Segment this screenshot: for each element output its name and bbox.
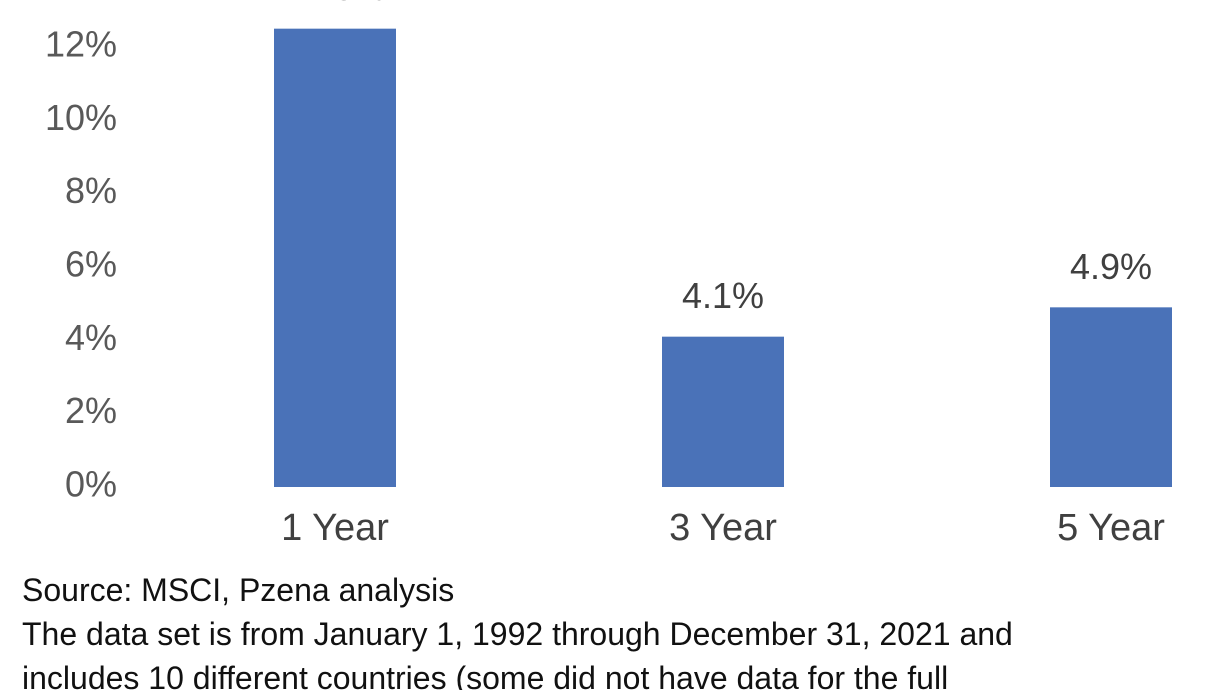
y-tick-label: 6% (65, 244, 117, 285)
footnote: Source: MSCI, Pzena analysis (22, 572, 454, 608)
x-tick-label: 1 Year (281, 507, 389, 549)
value-label: 4.9% (1070, 246, 1152, 287)
bar (662, 336, 784, 487)
y-tick-label: 10% (45, 97, 117, 138)
y-tick-label: 0% (65, 464, 117, 505)
value-label: 12.5% (284, 0, 386, 8)
bar (1050, 307, 1172, 487)
x-tick-label: 5 Year (1057, 507, 1165, 549)
footnote: The data set is from January 1, 1992 thr… (22, 616, 1013, 652)
y-tick-label: 8% (65, 170, 117, 211)
y-tick-label: 2% (65, 390, 117, 431)
y-tick-label: 4% (65, 317, 117, 358)
bar (274, 28, 396, 488)
y-tick-label: 12% (45, 24, 117, 65)
value-label: 4.1% (682, 275, 764, 316)
footnote: includes 10 different countries (some di… (22, 660, 948, 690)
x-tick-label: 3 Year (669, 507, 777, 549)
